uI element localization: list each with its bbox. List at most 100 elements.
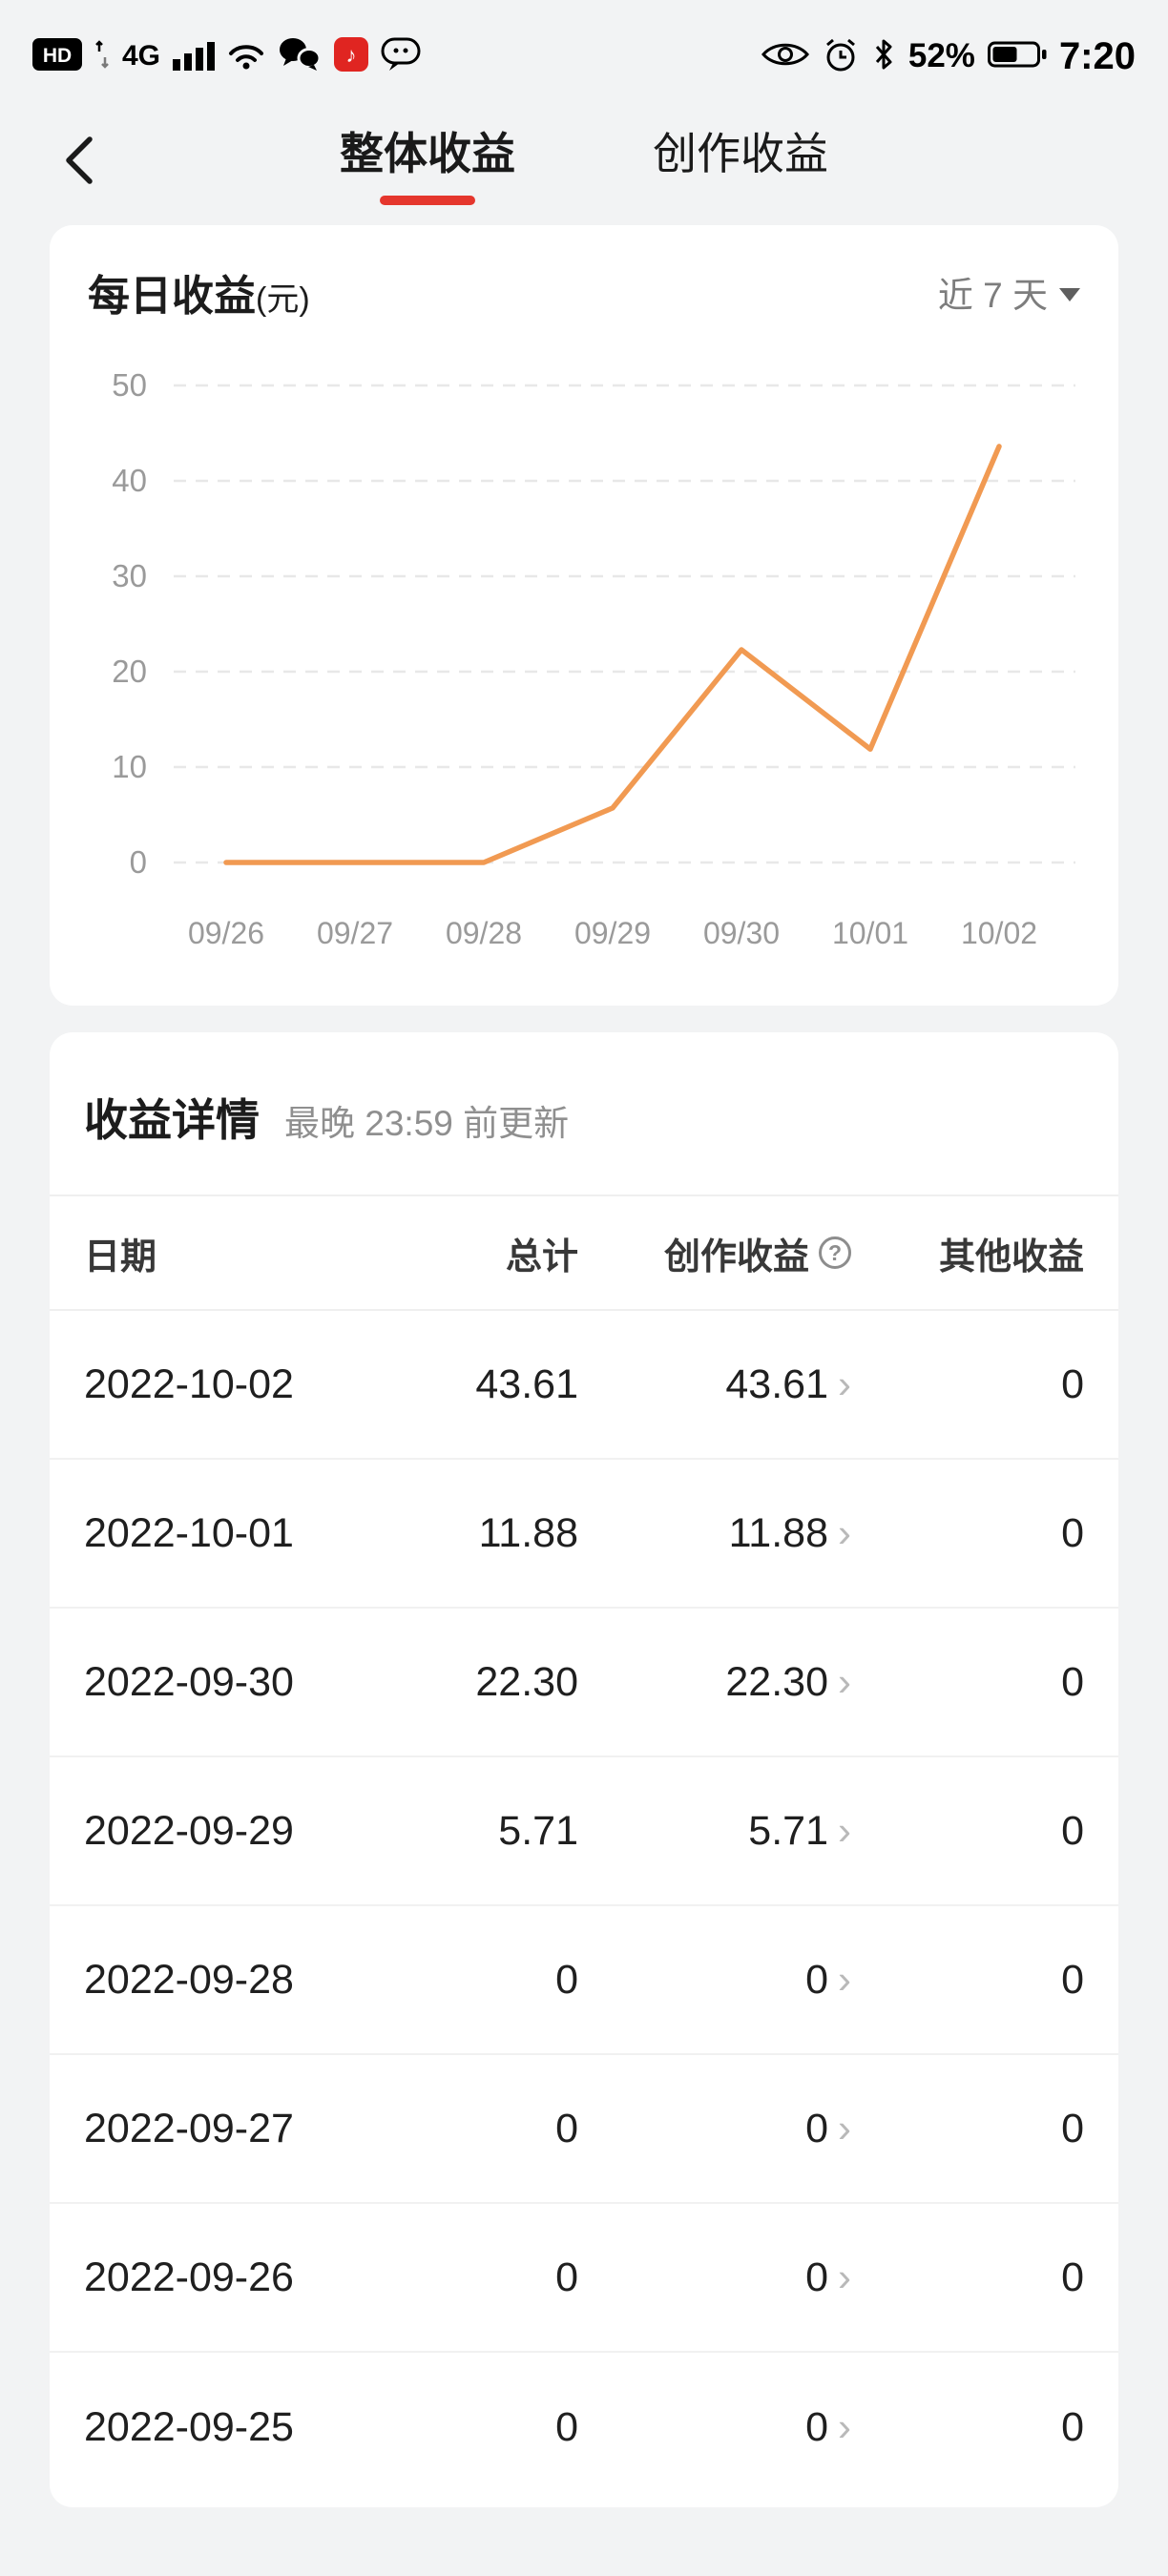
bluetooth-icon xyxy=(871,36,896,77)
row-date: 2022-10-02 xyxy=(84,1361,294,1407)
row-creation-link[interactable]: 22.30 › xyxy=(578,1659,851,1706)
chevron-right-icon: › xyxy=(838,2404,851,2449)
svg-text:♪: ♪ xyxy=(346,43,357,67)
col-header-total: 总计 xyxy=(505,1236,578,1278)
details-update-note: 最晚 23:59 前更新 xyxy=(284,1104,570,1143)
row-total: 22.30 xyxy=(475,1658,578,1705)
row-date: 2022-09-26 xyxy=(84,2254,294,2300)
table-row: 2022-09-25 0 0 › 0 xyxy=(50,2353,1118,2502)
tab-overall-earnings-label: 整体收益 xyxy=(340,129,515,178)
col-header-other: 其他收益 xyxy=(938,1236,1084,1278)
row-date: 2022-09-29 xyxy=(84,1807,294,1854)
eye-icon xyxy=(761,38,810,75)
table-row: 2022-10-02 43.61 43.61 › 0 xyxy=(50,1311,1118,1460)
chart-title: 每日收益(元) xyxy=(88,273,310,320)
earnings-details-card: 收益详情 最晚 23:59 前更新 日期 总计 创作收益 ? 其他收益 2022… xyxy=(50,1032,1118,2507)
chevron-down-icon xyxy=(1059,288,1080,301)
table-row: 2022-09-30 22.30 22.30 › 0 xyxy=(50,1609,1118,1757)
row-other: 0 xyxy=(1061,2403,1084,2450)
table-row: 2022-09-26 0 0 › 0 xyxy=(50,2204,1118,2353)
row-other: 0 xyxy=(1061,2254,1084,2300)
row-total: 43.61 xyxy=(475,1361,578,1407)
row-date: 2022-09-25 xyxy=(84,2403,294,2450)
chevron-right-icon: › xyxy=(838,1808,851,1853)
nav-bar: 整体收益 创作收益 xyxy=(0,99,1168,225)
chevron-right-icon: › xyxy=(838,1957,851,2002)
tab-overall-earnings[interactable]: 整体收益 xyxy=(340,119,515,205)
alarm-icon xyxy=(823,36,859,77)
tab-creation-earnings[interactable]: 创作收益 xyxy=(653,119,828,205)
row-creation-link[interactable]: 11.88 › xyxy=(578,1510,851,1557)
x-tick-label: 09/29 xyxy=(574,916,651,950)
col-header-date: 日期 xyxy=(84,1236,157,1278)
row-creation-link[interactable]: 0 › xyxy=(578,2106,851,2152)
row-total: 0 xyxy=(555,2403,578,2450)
row-creation: 43.61 xyxy=(725,1361,828,1407)
row-other: 0 xyxy=(1061,2105,1084,2151)
row-creation-link[interactable]: 0 › xyxy=(578,1957,851,2004)
row-creation: 0 xyxy=(805,2403,828,2450)
chevron-right-icon: › xyxy=(838,2106,851,2150)
chevron-right-icon: › xyxy=(838,1659,851,1704)
help-icon[interactable]: ? xyxy=(819,1236,851,1269)
row-creation: 0 xyxy=(805,2105,828,2151)
table-row: 2022-09-27 0 0 › 0 xyxy=(50,2055,1118,2204)
col-header-creation: 创作收益 ? xyxy=(578,1227,851,1279)
row-creation-link[interactable]: 0 › xyxy=(578,2404,851,2451)
status-bar: HD 4G ♪ 52% xyxy=(0,0,1168,99)
chart-title-unit: (元) xyxy=(256,281,310,318)
row-other: 0 xyxy=(1061,1509,1084,1556)
row-creation-link[interactable]: 5.71 › xyxy=(578,1808,851,1855)
x-tick-label: 09/28 xyxy=(446,916,522,950)
wifi-icon xyxy=(227,38,265,75)
x-tick-label: 09/26 xyxy=(188,916,264,950)
row-other: 0 xyxy=(1061,1658,1084,1705)
chevron-right-icon: › xyxy=(838,1361,851,1406)
x-tick-label: 09/30 xyxy=(703,916,780,950)
row-creation: 5.71 xyxy=(748,1807,828,1854)
battery-percent-label: 52% xyxy=(907,37,975,74)
chevron-right-icon: › xyxy=(838,1510,851,1555)
table-row: 2022-10-01 11.88 11.88 › 0 xyxy=(50,1460,1118,1609)
y-tick-label: 0 xyxy=(130,844,147,880)
row-other: 0 xyxy=(1061,1361,1084,1407)
table-row: 2022-09-28 0 0 › 0 xyxy=(50,1906,1118,2055)
x-tick-label: 10/02 xyxy=(961,916,1037,950)
x-tick-label: 10/01 xyxy=(832,916,908,950)
back-chevron-icon xyxy=(61,132,99,194)
row-creation-link[interactable]: 43.61 › xyxy=(578,1361,851,1408)
row-creation-link[interactable]: 0 › xyxy=(578,2254,851,2301)
y-tick-label: 40 xyxy=(112,463,147,498)
clock-label: 7:20 xyxy=(1058,34,1136,77)
row-creation: 0 xyxy=(805,2254,828,2300)
svg-text:HD: HD xyxy=(43,45,72,67)
tab-creation-earnings-label: 创作收益 xyxy=(653,129,828,178)
chevron-right-icon: › xyxy=(838,2254,851,2299)
earnings-table-header: 日期 总计 创作收益 ? 其他收益 xyxy=(50,1196,1118,1311)
row-creation: 0 xyxy=(805,1956,828,2003)
y-tick-label: 50 xyxy=(112,367,147,403)
hd-badge-icon: HD xyxy=(32,37,82,75)
daily-earnings-card: 每日收益(元) 近 7 天 0 10 20 30 40 50 09/26 09/27 09/28… xyxy=(50,225,1118,1006)
row-date: 2022-09-30 xyxy=(84,1658,294,1705)
chat-bubble-icon xyxy=(381,36,421,77)
table-row: 2022-09-29 5.71 5.71 › 0 xyxy=(50,1757,1118,1906)
red-app-badge-icon: ♪ xyxy=(334,36,369,76)
signal-icon xyxy=(173,38,216,75)
back-button[interactable] xyxy=(50,132,111,193)
date-range-dropdown[interactable]: 近 7 天 xyxy=(938,266,1080,318)
earnings-table-body: 2022-10-02 43.61 43.61 › 0 2022-10-01 11… xyxy=(50,1311,1118,2502)
x-tick-label: 09/27 xyxy=(317,916,393,950)
row-creation: 11.88 xyxy=(728,1509,828,1556)
y-tick-label: 30 xyxy=(112,558,147,593)
details-title: 收益详情 xyxy=(84,1095,260,1145)
row-total: 0 xyxy=(555,2254,578,2300)
row-date: 2022-10-01 xyxy=(84,1509,294,1556)
battery-icon xyxy=(987,40,1047,73)
row-creation: 22.30 xyxy=(725,1658,828,1705)
row-total: 11.88 xyxy=(478,1509,578,1556)
row-total: 0 xyxy=(555,2105,578,2151)
row-total: 5.71 xyxy=(498,1807,578,1854)
network-type-label: 4G xyxy=(122,40,161,72)
daily-earnings-chart: 0 10 20 30 40 50 09/26 09/27 09/28 09/29 09/30 10/0… xyxy=(112,367,1075,950)
